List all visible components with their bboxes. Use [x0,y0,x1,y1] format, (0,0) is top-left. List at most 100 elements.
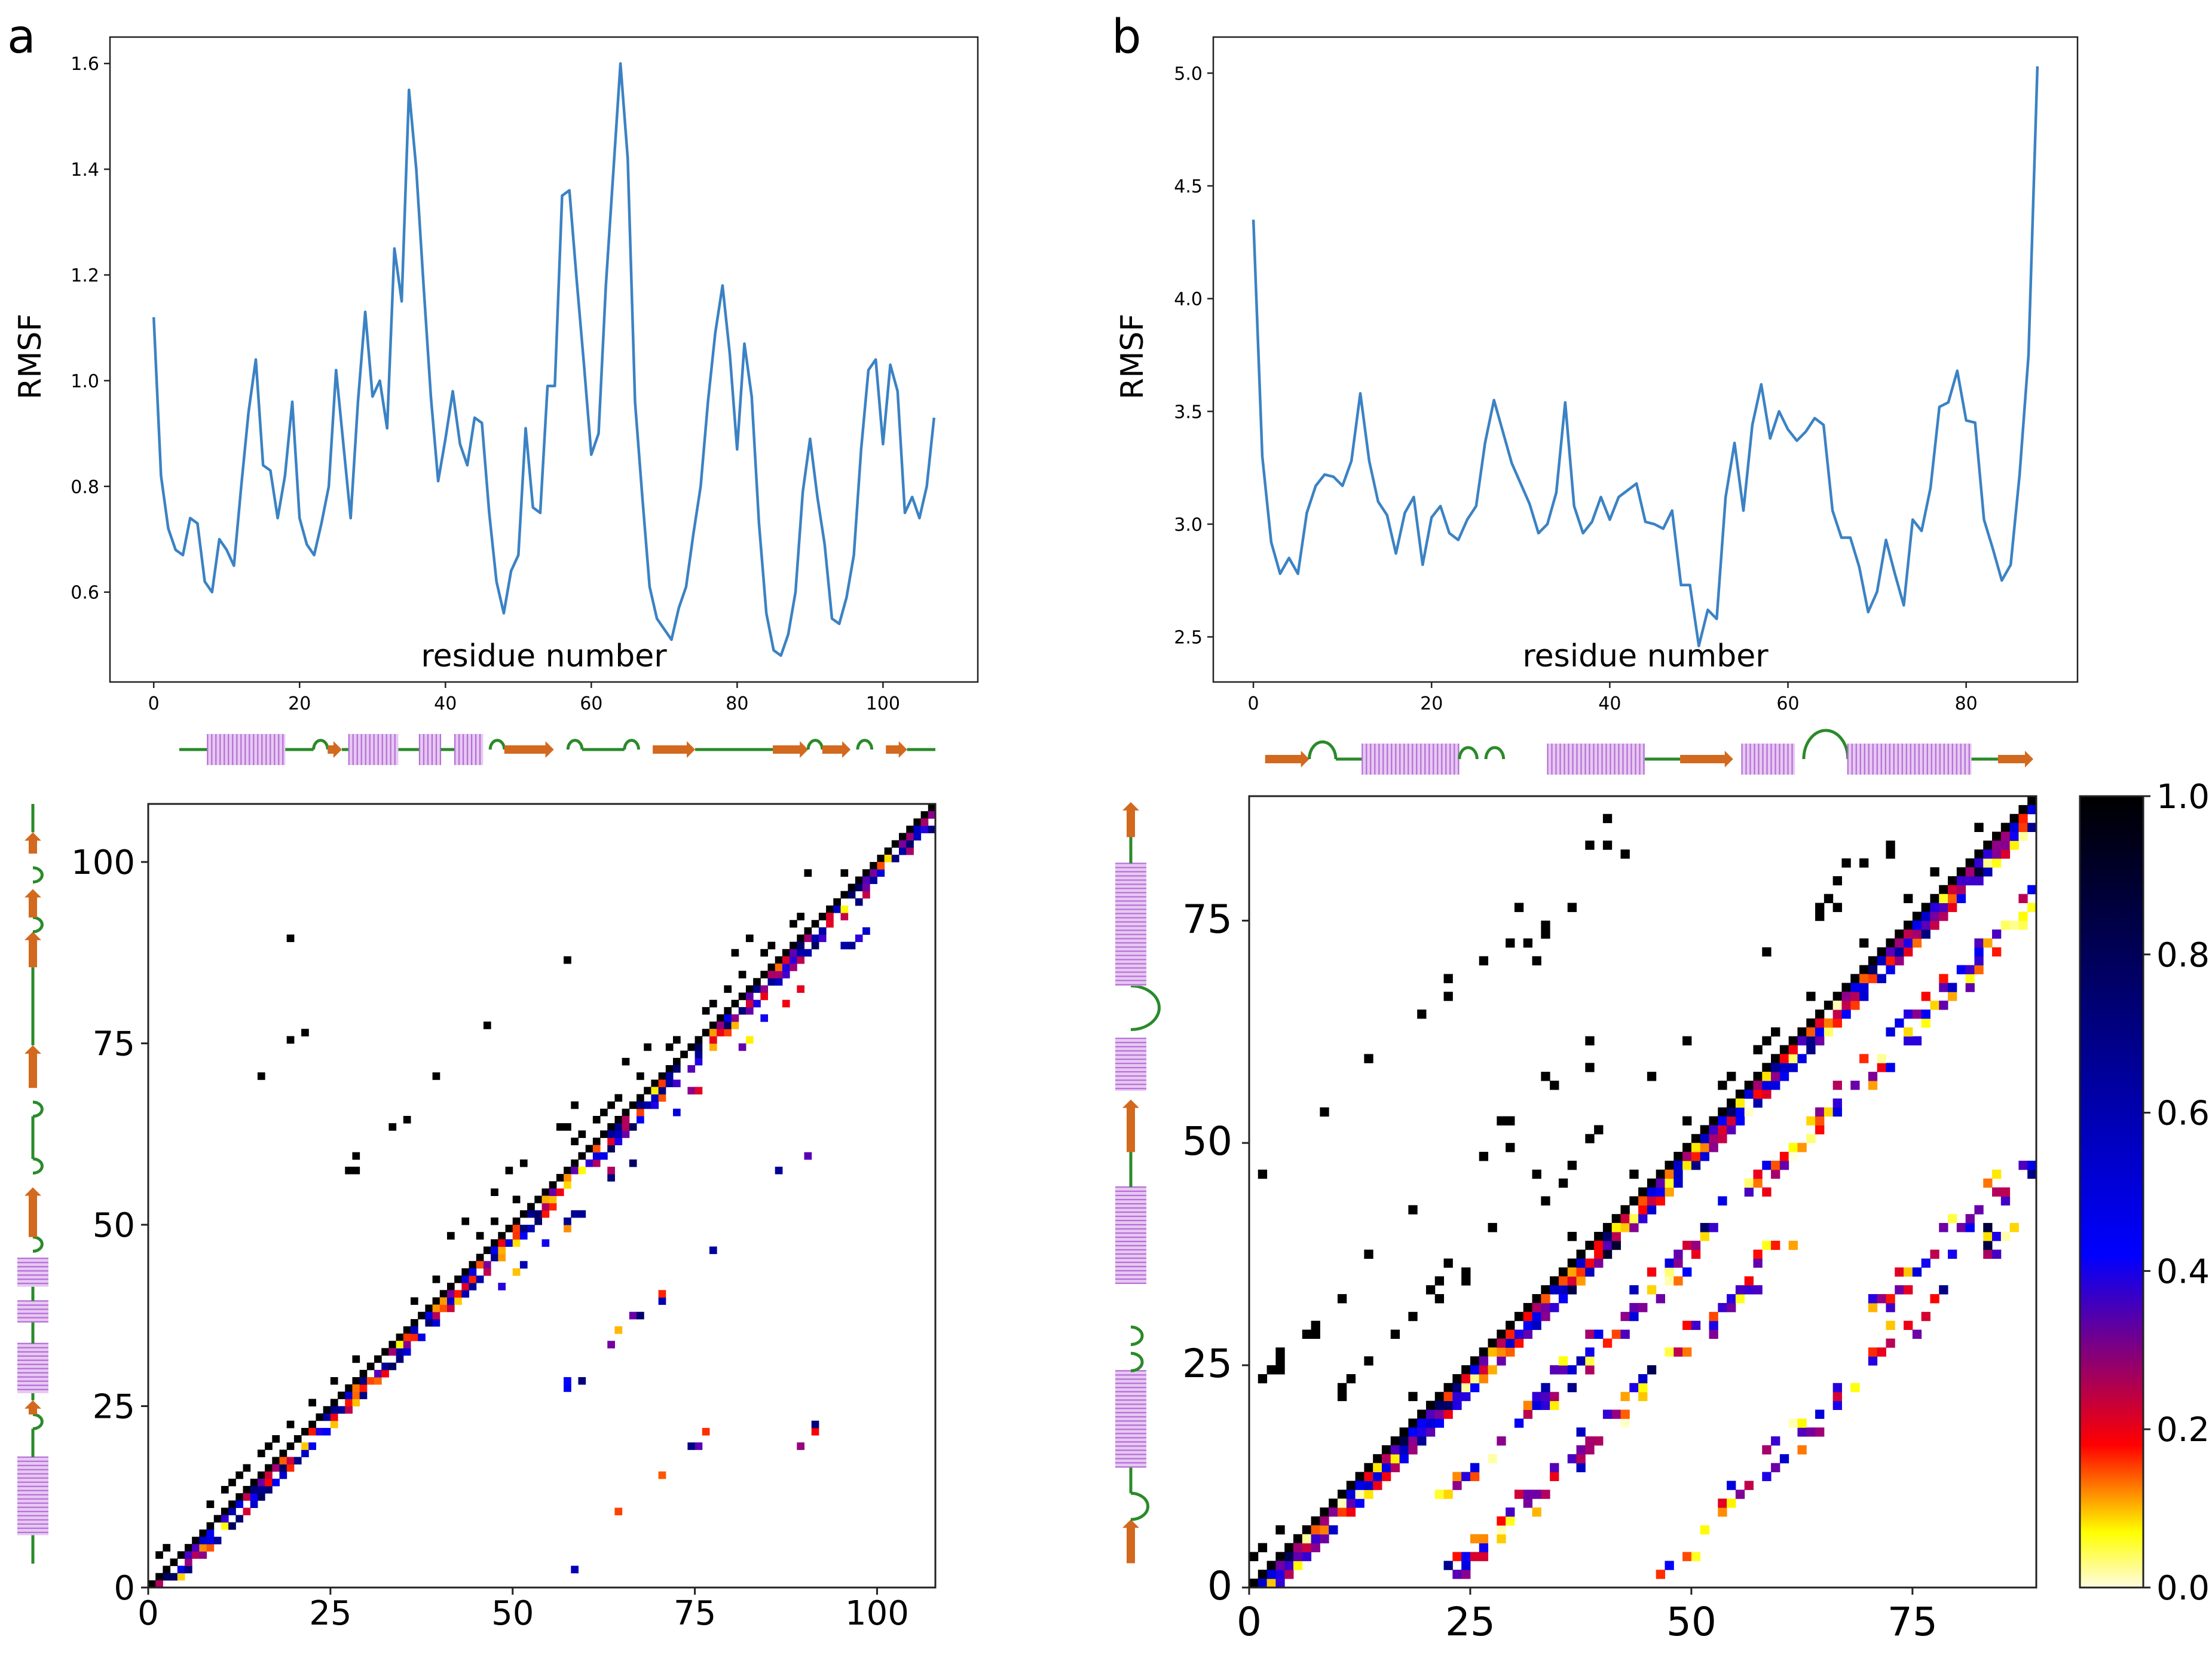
contact-cell [1443,992,1453,1001]
coevolution-cell [1479,1543,1489,1552]
map-diagonal-cell [920,811,929,819]
coevolution-cell [1771,1081,1780,1090]
coevolution-cell [906,833,914,841]
contact-cell [1532,956,1541,966]
coevolution-cell [651,1101,659,1109]
contact-cell [1320,1107,1329,1117]
contact-cell [1364,1249,1373,1259]
coevolution-cell [1753,1169,1763,1179]
coevolution-cell [1983,1178,1993,1188]
coevolution-cell [1275,1570,1285,1579]
coevolution-cell [1762,1072,1772,1081]
coevolution-cell [1912,1329,1922,1339]
coevolution-cell [884,854,892,863]
x-tick-label: 50 [491,1594,534,1633]
coevolution-cell [549,1195,557,1204]
coevolution-cell [1815,1107,1825,1117]
coevolution-cell [1886,965,1895,975]
coevolution-cell [760,992,769,1001]
coevolution-cell [790,964,797,971]
coevolution-cell [855,934,863,943]
coevolution-cell [709,1036,717,1044]
contact-cell [206,1500,215,1508]
map-diagonal-cell [213,1515,222,1523]
x-tick-label: 25 [1445,1599,1495,1645]
contact-cell [345,1166,353,1175]
coevolution-cell [2027,1169,2037,1179]
contact-cell [286,1036,295,1044]
coevolution-cell [272,1464,280,1472]
ss-helix [1115,1186,1146,1284]
map-diagonal-cell [1567,1258,1577,1268]
coevolution-cell [1532,1311,1541,1322]
coevolution-cell [760,985,769,993]
coevolution-cell [1868,1072,1878,1081]
contact-cell [1311,1320,1320,1331]
contact-cell [257,1449,265,1457]
y-axis-label: RMSF [13,314,48,400]
rmsf-chart-b: 0 20 40 60 80 2.5 3.0 3.5 4.0 4.5 5.0 residue numbe… [1115,36,2079,714]
coevolution-cell [1718,1196,1727,1206]
coevolution-cell [848,891,856,899]
map-diagonal-cell [1859,965,1869,975]
coevolution-cell [1567,1276,1577,1286]
coevolution-cell [1992,947,2002,957]
coevolution-cell [505,1239,513,1247]
map-diagonal-cell [782,949,790,957]
ss-helix-body [207,734,286,765]
ss-strand-arrow [25,1400,41,1415]
contact-cell [1506,1143,1515,1152]
coevolution-cell [1744,1089,1754,1099]
map-diagonal-cell [1921,903,1930,912]
coevolution-cell [1797,1143,1807,1152]
coevolution-cell [1629,1285,1639,1295]
coevolution-cell [250,1486,258,1494]
ss-helix [17,1456,48,1536]
map-diagonal-cell [1320,1507,1329,1517]
coevolution-cell [2000,840,2011,850]
ss-helix [1115,1038,1146,1091]
coevolution-cell [797,949,804,957]
coevolution-cell [498,1253,506,1262]
coevolution-cell [1550,1400,1559,1410]
coevolution-cell [330,1420,338,1429]
map-diagonal-cell [709,1021,717,1029]
coevolution-cell [1895,1285,1904,1295]
coevolution-cell [862,927,870,935]
coevolution-cell [731,1021,739,1029]
coevolution-cell [549,1188,557,1196]
map-diagonal-cell [811,920,819,928]
coevolution-cell [1806,1116,1816,1125]
coevolution-cell [1594,1249,1604,1259]
coevolution-cell [1576,1267,1586,1277]
coevolution-cell [1585,1365,1595,1375]
coevolution-cell [745,992,754,1001]
coevolution-cell [527,1225,535,1232]
map-diagonal-cell [1541,1285,1550,1295]
coevolution-cell [1311,1534,1320,1544]
coevolution-cell [1302,1534,1312,1544]
map-diagonal-cell [1479,1347,1489,1357]
coevolution-cell [1904,1010,1913,1019]
contact-cell [760,949,769,957]
coevolution-cell [1461,1561,1471,1570]
coevolution-cell [1408,1436,1418,1446]
map-diagonal-cell [1700,1125,1709,1134]
map-diagonal-cell [1832,992,1842,1001]
map-diagonal-cell [1779,1045,1789,1054]
coevolution-cell [1532,1490,1541,1499]
coevolution-cell [2018,822,2028,833]
x-tick-label: 50 [1666,1599,1717,1645]
map-diagonal-cell [1452,1374,1462,1384]
ss-strand-arrow [25,1045,41,1088]
coevolution-cell [476,1261,484,1269]
coevolution-cell [1753,1285,1763,1295]
contact-cell [228,1478,236,1487]
coevolution-cell [170,1573,178,1581]
coevolution-cell [323,1413,331,1421]
coevolution-cell [1665,1267,1674,1277]
contact-cell [1567,1160,1577,1170]
y-tick-label: 4.0 [1174,289,1203,310]
coevolution-cell [833,905,841,913]
coevolution-cell [1682,1320,1692,1331]
